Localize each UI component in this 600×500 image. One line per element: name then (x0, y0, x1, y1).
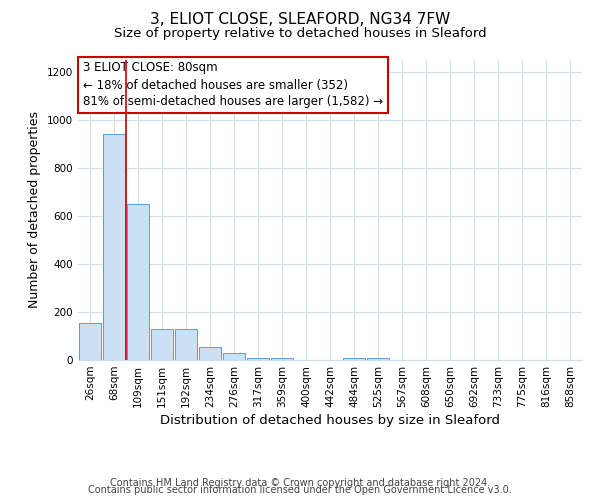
Bar (127, 204, 149, 360)
Bar (223, 353, 245, 360)
X-axis label: Distribution of detached houses by size in Sleaford: Distribution of detached houses by size … (160, 414, 500, 427)
Bar (343, 358, 365, 360)
Text: 3 ELIOT CLOSE: 80sqm
← 18% of detached houses are smaller (352)
81% of semi-deta: 3 ELIOT CLOSE: 80sqm ← 18% of detached h… (83, 62, 383, 108)
Bar (271, 358, 293, 360)
Text: 3, ELIOT CLOSE, SLEAFORD, NG34 7FW: 3, ELIOT CLOSE, SLEAFORD, NG34 7FW (150, 12, 450, 28)
Bar (103, 134, 125, 360)
Text: Size of property relative to detached houses in Sleaford: Size of property relative to detached ho… (113, 28, 487, 40)
Bar (247, 358, 269, 360)
Bar (367, 358, 389, 360)
Bar (199, 347, 221, 360)
Text: Contains HM Land Registry data © Crown copyright and database right 2024.: Contains HM Land Registry data © Crown c… (110, 478, 490, 488)
Bar (151, 329, 173, 360)
Y-axis label: Number of detached properties: Number of detached properties (28, 112, 41, 308)
Bar (79, 323, 101, 360)
Bar (175, 329, 197, 360)
Text: Contains public sector information licensed under the Open Government Licence v3: Contains public sector information licen… (88, 485, 512, 495)
